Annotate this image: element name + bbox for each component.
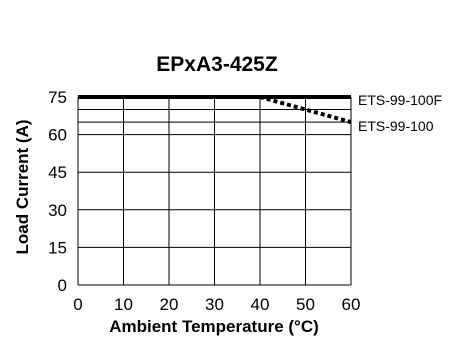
legend-label-ets-99-100f: ETS-99-100F xyxy=(358,92,442,108)
y-tick-label: 60 xyxy=(48,126,67,145)
chart-title: EPxA3-425Z xyxy=(156,53,278,76)
x-tick-label: 0 xyxy=(73,295,82,314)
y-tick-label: 75 xyxy=(48,88,67,107)
y-tick-label: 15 xyxy=(48,238,67,257)
x-tick-label: 10 xyxy=(114,295,133,314)
grid xyxy=(77,96,352,286)
x-tick-label: 30 xyxy=(205,295,224,314)
y-tick-label: 0 xyxy=(58,276,67,295)
x-tick-label: 60 xyxy=(342,295,361,314)
y-tick-label: 30 xyxy=(48,201,67,220)
x-tick-label: 20 xyxy=(160,295,179,314)
series-layer xyxy=(78,95,352,124)
x-tick-labels: 0 10 20 30 40 50 60 xyxy=(73,295,360,314)
legend-label-ets-99-100: ETS-99-100 xyxy=(358,118,434,134)
x-tick-label: 40 xyxy=(251,295,270,314)
x-tick-label: 50 xyxy=(296,295,315,314)
y-tick-label: 45 xyxy=(48,163,67,182)
y-axis-label: Load Current (A) xyxy=(13,119,32,254)
y-tick-labels: 0 15 30 45 60 75 xyxy=(48,88,67,295)
x-axis-label: Ambient Temperature (°C) xyxy=(109,317,319,336)
